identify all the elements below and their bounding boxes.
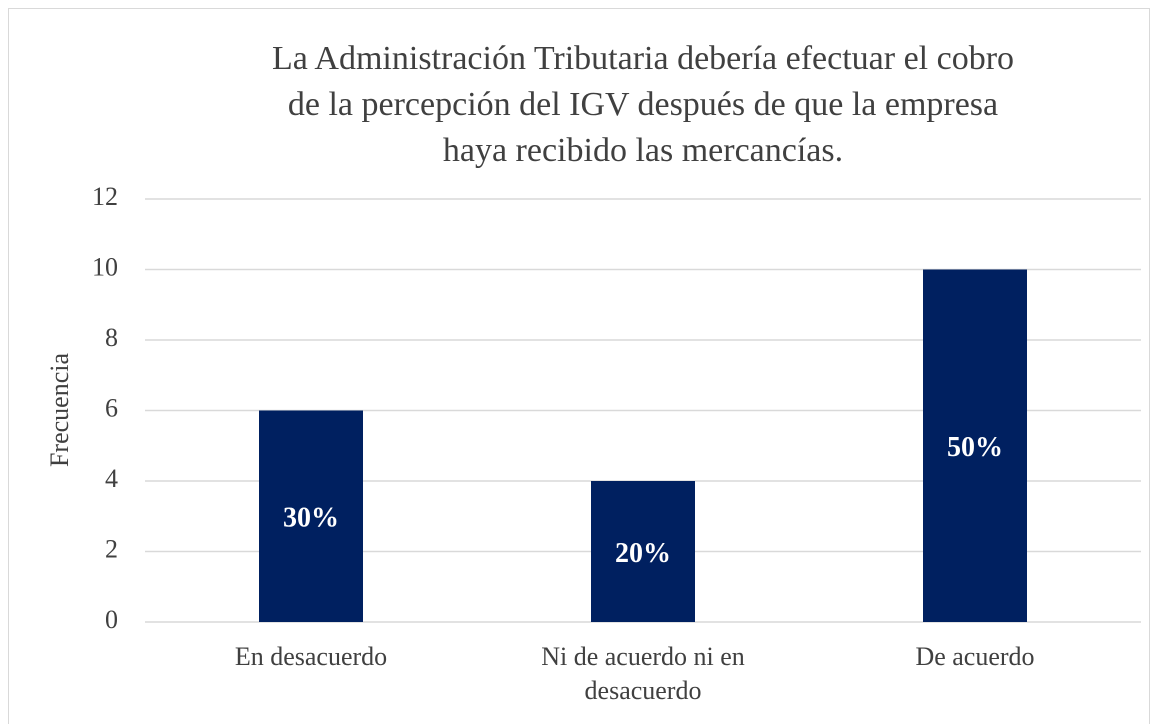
x-tick-label: En desacuerdo <box>234 642 388 671</box>
y-tick-label: 0 <box>105 605 118 634</box>
y-tick-label: 4 <box>105 464 118 493</box>
data-label: 30% <box>283 503 339 534</box>
y-tick-label: 6 <box>105 393 118 422</box>
y-tick-label: 2 <box>105 534 118 563</box>
bar <box>591 481 695 622</box>
chart-frame <box>8 8 1150 724</box>
y-tick-label: 12 <box>92 182 118 211</box>
y-axis-label: Frecuencia <box>45 353 74 468</box>
bar <box>259 410 363 622</box>
y-tick-label: 10 <box>92 252 118 281</box>
x-tick-label: Ni de acuerdo ni en desacuerdo <box>541 642 745 705</box>
chart-title: La Administración Tributaria debería efe… <box>271 40 1015 169</box>
data-label: 50% <box>947 432 1003 463</box>
data-label: 20% <box>615 538 671 569</box>
bar <box>923 269 1027 622</box>
y-tick-label: 8 <box>105 323 118 352</box>
x-tick-label: De acuerdo <box>915 642 1035 671</box>
